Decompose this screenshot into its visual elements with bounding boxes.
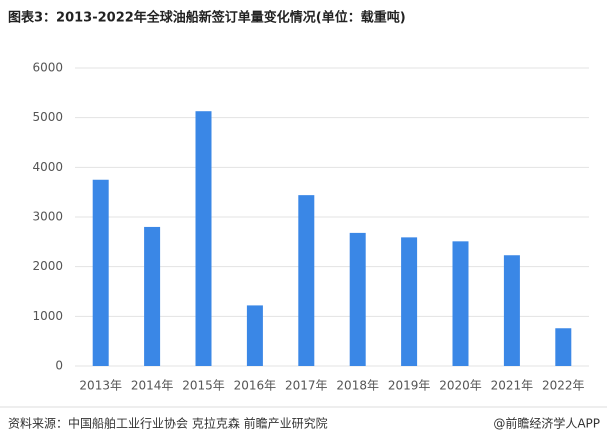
- credit: @前瞻经济学人APP: [493, 416, 600, 431]
- x-tick-label: 2013年: [79, 379, 122, 393]
- bar: [298, 195, 315, 366]
- chart-title: 图表3：2013-2022年全球油船新签订单量变化情况(单位：载重吨): [8, 10, 406, 26]
- x-tick-label: 2021年: [491, 379, 534, 393]
- x-tick-label: 2016年: [234, 379, 277, 393]
- bar: [246, 305, 263, 366]
- x-tick-label: 2014年: [131, 379, 174, 393]
- bar: [555, 328, 572, 366]
- x-tick-label: 2018年: [336, 379, 379, 393]
- source: 资料来源：中国船舶工业行业协会 克拉克森 前瞻产业研究院: [8, 416, 328, 431]
- bar: [503, 255, 520, 366]
- bar: [195, 111, 212, 367]
- y-tick-label: 3000: [32, 210, 63, 224]
- x-tick-label: 2020年: [439, 379, 482, 393]
- y-tick-label: 6000: [32, 61, 63, 75]
- x-tick-label: 2015年: [182, 379, 225, 393]
- y-tick-label: 4000: [32, 160, 63, 174]
- y-tick-label: 1000: [32, 309, 63, 323]
- bar: [401, 237, 418, 366]
- x-tick-label: 2019年: [388, 379, 431, 393]
- y-tick-label: 2000: [32, 259, 63, 273]
- y-tick-label: 5000: [32, 110, 63, 124]
- y-tick-label: 0: [55, 359, 63, 373]
- x-tick-label: 2022年: [542, 379, 585, 393]
- bar: [144, 226, 161, 366]
- bar: [349, 232, 366, 366]
- x-tick-label: 2017年: [285, 379, 328, 393]
- bar: [452, 241, 469, 366]
- bar: [92, 179, 109, 366]
